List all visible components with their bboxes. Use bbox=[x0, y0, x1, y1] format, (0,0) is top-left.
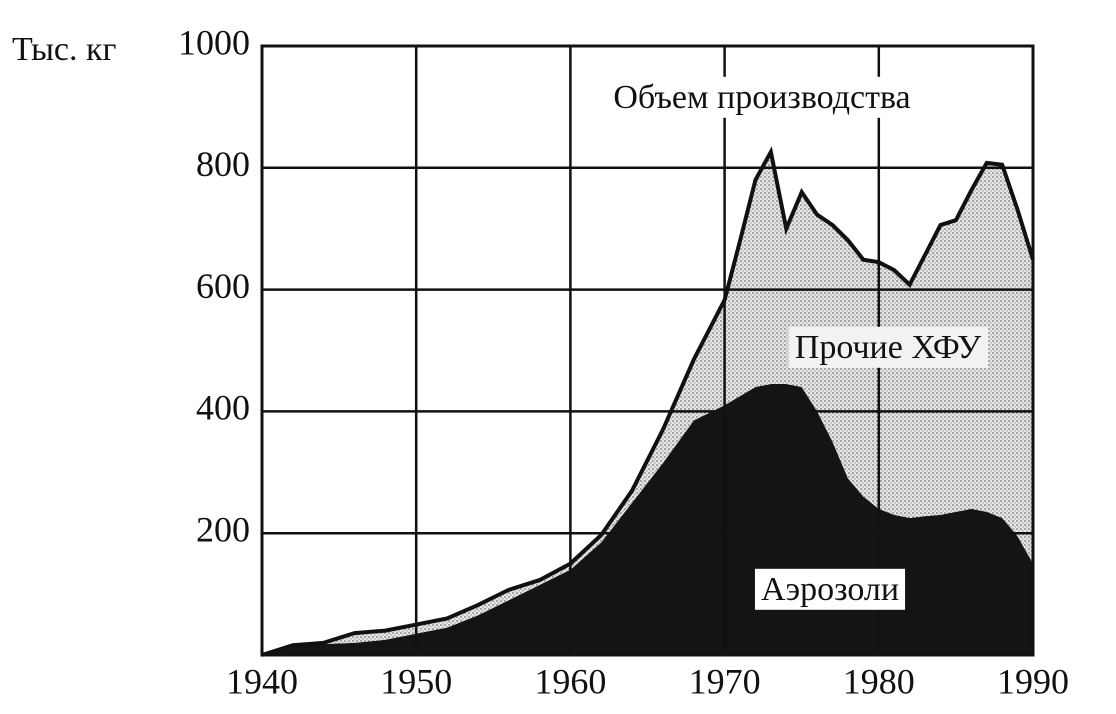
total-line bbox=[261, 146, 1035, 657]
annotation: Объем производства bbox=[613, 79, 910, 116]
x-tick-label: 1950 bbox=[380, 661, 452, 701]
x-tick-label: 1940 bbox=[226, 661, 298, 701]
series-label-box bbox=[754, 568, 906, 610]
x-tick-label: 1990 bbox=[997, 661, 1069, 701]
x-tick-label: 1960 bbox=[534, 661, 606, 701]
annotation-box bbox=[607, 76, 917, 118]
x-tick-label: 1970 bbox=[689, 661, 761, 701]
y-tick-label: 800 bbox=[196, 144, 250, 184]
x-tick-label: 1980 bbox=[843, 661, 915, 701]
y-tick-label: 400 bbox=[196, 388, 250, 428]
y-tick-label: 200 bbox=[196, 509, 250, 549]
series-label: Прочие ХФУ bbox=[795, 329, 982, 366]
y-tick-label: 600 bbox=[196, 266, 250, 306]
area bbox=[262, 151, 1033, 655]
series-label-box bbox=[788, 326, 989, 368]
plot-frame bbox=[260, 44, 1035, 657]
series-label: Аэрозоли bbox=[761, 571, 899, 608]
y-tick-label: 1000 bbox=[178, 22, 250, 62]
y-axis-label: Тыс. кг bbox=[12, 31, 117, 68]
